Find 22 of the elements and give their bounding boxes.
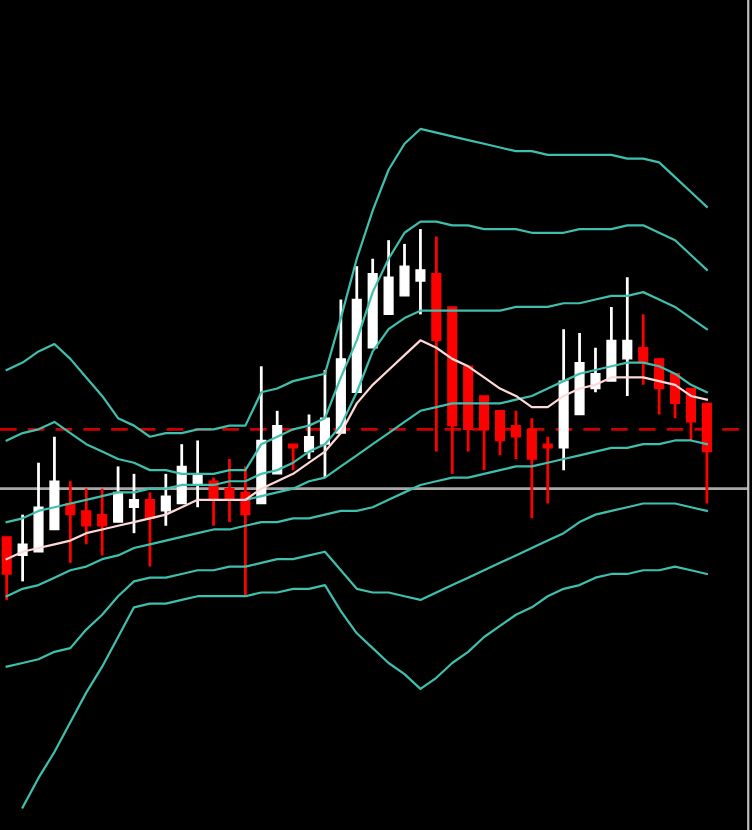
candlestick	[303, 413, 315, 461]
candlestick	[224, 457, 235, 524]
candlestick	[97, 487, 108, 557]
candlestick	[415, 227, 426, 316]
candlestick	[685, 387, 697, 442]
candlestick	[622, 275, 633, 398]
candlestick	[510, 409, 521, 461]
candlestick	[160, 472, 171, 528]
candlestick	[144, 490, 155, 568]
candlestick	[383, 238, 394, 316]
candlestick	[494, 409, 506, 457]
candlestick	[479, 394, 490, 472]
candlestick	[128, 472, 140, 535]
candlestick	[33, 461, 44, 554]
candlestick	[288, 442, 299, 472]
candlestick	[1, 535, 12, 602]
candlestick	[399, 242, 410, 298]
candlestick	[113, 465, 124, 524]
candlestick	[542, 435, 553, 505]
candlestick	[81, 487, 92, 546]
candlestick	[590, 346, 601, 394]
candlestick	[526, 416, 537, 520]
